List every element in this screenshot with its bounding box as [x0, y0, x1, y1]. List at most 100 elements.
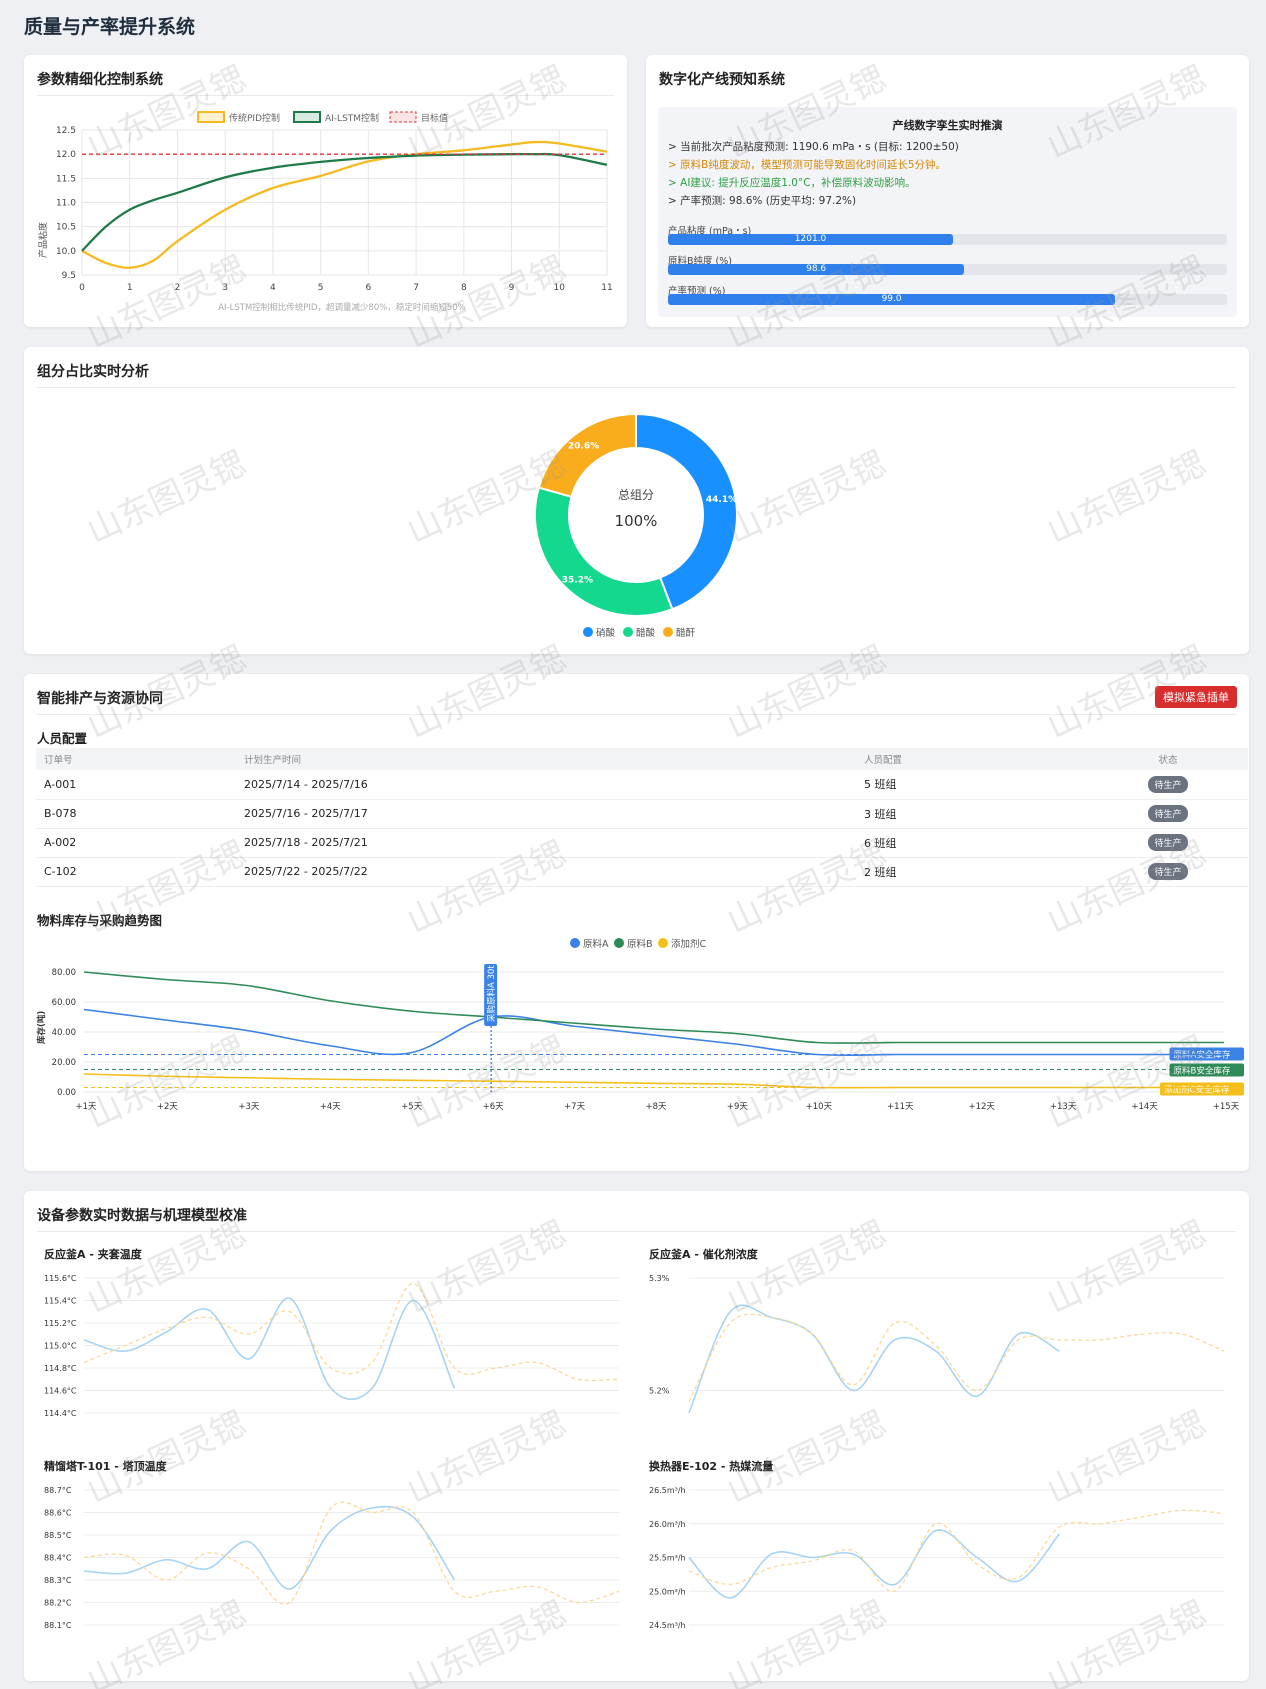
- safety-stock-label: 添加剂C安全库存: [1164, 1085, 1230, 1096]
- y-tick-label: 10.5: [56, 223, 76, 233]
- scheduling-card: 智能排产与资源协同 模拟紧急插单 人员配置 订单号 计划生产时间 人员配置 状态…: [24, 674, 1249, 1171]
- x-tick-label: +13天: [1050, 1102, 1077, 1112]
- legend-additive-c-dot[interactable]: [658, 938, 668, 948]
- viscosity-meter-label: 产品粘度 (mPa・s): [668, 226, 752, 237]
- status-badge: 待生产: [1148, 834, 1188, 851]
- y-tick-label: 5.2%: [649, 1387, 670, 1396]
- x-tick-label: 9: [509, 283, 515, 293]
- legend-material-b-dot[interactable]: [614, 938, 624, 948]
- status-badge: 待生产: [1148, 805, 1188, 822]
- realtime-series-line: [688, 1304, 1060, 1414]
- legend-pid-swatch[interactable]: [197, 111, 225, 123]
- y-tick-label: 25.0m³/h: [649, 1587, 686, 1596]
- order-id-cell: C-102: [36, 857, 236, 887]
- simulate-rush-order-button[interactable]: 模拟紧急插单: [1155, 686, 1237, 708]
- panel-title-heat-flow: 换热器E-102 - 热媒流量: [649, 1460, 774, 1473]
- table-header-row: 订单号 计划生产时间 人员配置 状态: [36, 748, 1248, 770]
- x-tick-label: +12天: [968, 1102, 995, 1112]
- x-tick-label: +9天: [727, 1102, 749, 1112]
- twin-log-line: > 当前批次产品粘度预测: 1190.6 mPa・s (目标: 1200±50): [668, 141, 959, 153]
- y-tick-label: 11.0: [56, 199, 76, 209]
- panel-title-jacket-temp: 反应釜A - 夹套温度: [44, 1248, 142, 1261]
- safety-stock-label: 原料B安全库存: [1174, 1066, 1231, 1077]
- x-tick-label: 8: [461, 283, 467, 293]
- table-row[interactable]: B-078 2025/7/16 - 2025/7/17 3 班组 待生产: [36, 799, 1248, 829]
- column-header-staff[interactable]: 人员配置: [856, 748, 1088, 770]
- x-tick-label: 4: [270, 283, 276, 293]
- heat-flow-chart: 24.5m³/h 25.0m³/h 25.5m³/h 26.0m³/h 26.5m³/h: [649, 1486, 1225, 1630]
- x-tick-label: 3: [222, 283, 228, 293]
- pid-series-line: [81, 140, 608, 269]
- y-tick-label: 25.5m³/h: [649, 1554, 686, 1563]
- y-tick-label: 88.6°C: [44, 1509, 72, 1518]
- purchase-marker-tag[interactable]: [484, 964, 498, 1026]
- table-row[interactable]: A-001 2025/7/14 - 2025/7/16 5 班组 待生产: [36, 770, 1248, 800]
- y-tick-label: 115.2°C: [44, 1319, 77, 1328]
- staff-cell: 5 班组: [856, 770, 1088, 800]
- y-tick-label: 60.00: [52, 998, 76, 1008]
- y-tick-label: 80.00: [52, 968, 76, 978]
- y-tick-label: 88.1°C: [44, 1621, 72, 1630]
- legend-lstm-swatch[interactable]: [293, 111, 321, 123]
- y-tick-label: 26.5m³/h: [649, 1486, 686, 1495]
- y-tick-label: 24.5m³/h: [649, 1621, 686, 1630]
- legend-acetic-dot[interactable]: [623, 627, 633, 637]
- catalyst-chart: 5.2% 5.3%: [649, 1274, 1225, 1414]
- safety-stock-tag: [1169, 1063, 1244, 1077]
- staff-cell: 6 班组: [856, 828, 1088, 858]
- table-row[interactable]: C-102 2025/7/22 - 2025/7/22 2 班组 待生产: [36, 857, 1248, 887]
- x-tick-label: +14天: [1131, 1102, 1158, 1112]
- model-series-line: [83, 1282, 620, 1382]
- column-header-status[interactable]: 状态: [1088, 748, 1248, 770]
- realtime-series-line: [688, 1529, 1060, 1599]
- twin-log-line: > 产率预测: 98.6% (历史平均: 97.2%): [668, 195, 857, 207]
- y-tick-label: 11.5: [56, 174, 76, 184]
- y-tick-label: 115.4°C: [44, 1297, 77, 1306]
- panel-title-column-temp: 精馏塔T-101 - 塔顶温度: [44, 1460, 167, 1473]
- twin-log-line: > 原料B纯度波动，模型预测可能导致固化时间延长5分钟。: [668, 159, 947, 171]
- x-tick-label: +10天: [806, 1102, 833, 1112]
- donut-slice[interactable]: [534, 486, 674, 617]
- legend-nitric-dot[interactable]: [583, 627, 593, 637]
- y-tick-label: 88.7°C: [44, 1486, 72, 1495]
- x-tick-label: 5: [318, 283, 324, 293]
- legend-anhydride-dot[interactable]: [663, 627, 673, 637]
- y-tick-label: 26.0m³/h: [649, 1520, 686, 1529]
- slice-percent-label: 44.1%: [706, 495, 737, 505]
- legend-target-swatch[interactable]: [389, 111, 417, 123]
- scheduling-title: 智能排产与资源协同: [37, 691, 163, 707]
- model-series-line: [83, 1501, 620, 1605]
- chart-legend: 传统PID控制 AI-LSTM控制 目标值: [197, 111, 448, 124]
- composition-title: 组分占比实时分析: [37, 364, 149, 380]
- donut-slice[interactable]: [537, 412, 637, 499]
- y-tick-label: 10.0: [56, 247, 76, 257]
- purity-meter-fill: 98.6: [668, 264, 965, 275]
- legend-material-b-label: 原料B: [627, 938, 653, 950]
- time-cell: 2025/7/16 - 2025/7/17: [236, 799, 856, 829]
- column-header-order[interactable]: 订单号: [36, 748, 236, 770]
- status-badge: 待生产: [1148, 775, 1188, 793]
- param-control-title: 参数精细化控制系统: [37, 72, 163, 88]
- yield-meter-fill: 99.0: [668, 294, 1116, 305]
- yield-meter-label: 产率预测 (%): [668, 286, 726, 297]
- digital-twin-heading: 产线数字孪生实时推演: [892, 119, 1003, 132]
- x-tick-label: 6: [365, 283, 371, 293]
- inventory-trend-chart: 原料A 原料B 添加剂C 库存(吨) 0.00 20.00 40.00 60.00 80…: [36, 938, 1244, 1112]
- order-id-cell: A-002: [36, 828, 236, 858]
- table-row[interactable]: A-002 2025/7/18 - 2025/7/21 6 班组 待生产: [36, 828, 1248, 858]
- y-tick-label: 88.5°C: [44, 1531, 72, 1540]
- y-tick-label: 40.00: [52, 1028, 76, 1038]
- legend-material-a-dot[interactable]: [570, 938, 580, 948]
- y-tick-label: 88.2°C: [44, 1599, 72, 1608]
- column-temp-chart: 88.1°C 88.2°C 88.3°C 88.4°C 88.5°C 88.6°C 88.7…: [44, 1486, 620, 1630]
- x-tick-label: 7: [413, 283, 419, 293]
- page-title: 质量与产率提升系统: [24, 16, 196, 38]
- x-tick-label: +1天: [75, 1102, 97, 1112]
- column-header-time[interactable]: 计划生产时间: [236, 748, 856, 770]
- inventory-section-title: 物料库存与采购趋势图: [37, 913, 163, 928]
- donut-slice[interactable]: [635, 412, 738, 611]
- donut-center-label: 总组分: [618, 488, 654, 502]
- x-tick-label: +6天: [483, 1102, 505, 1112]
- jacket-temp-chart: 114.4°C 114.6°C 114.8°C 115.0°C 115.2°C 115.4…: [44, 1274, 620, 1418]
- x-tick-label: 2: [175, 283, 181, 293]
